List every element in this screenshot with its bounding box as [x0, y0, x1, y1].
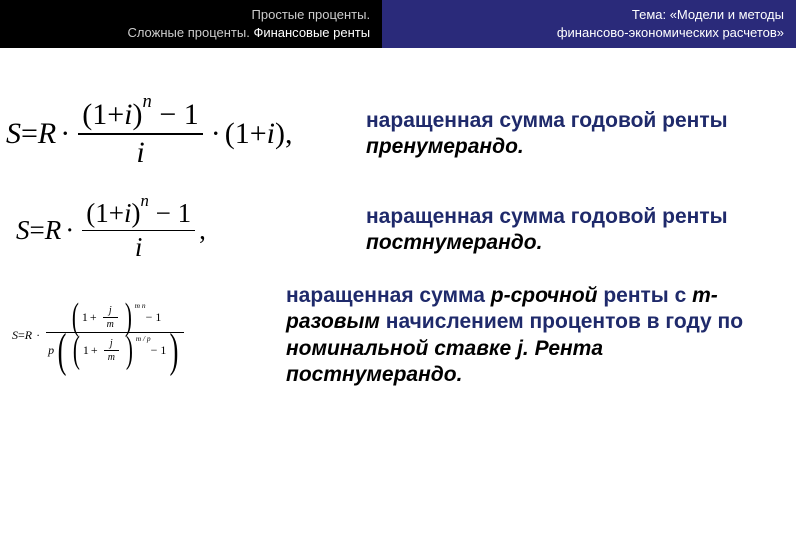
description-2: наращенная сумма годовой ренты постнумер… — [366, 204, 778, 257]
description-3: наращенная сумма p-срочной ренты с m-раз… — [286, 283, 778, 388]
formula-row-1: S = R · (1+i)n − 1 i · (1+i), наращенная… — [6, 98, 778, 170]
header-right-line1: Тема: «Модели и методы — [388, 6, 784, 24]
header-left-line2: Сложные проценты. Финансовые ренты — [6, 24, 370, 42]
formula-1: S = R · (1+i)n − 1 i · (1+i), — [6, 98, 366, 170]
formula-2: S = R · (1+i)n − 1 i , — [6, 198, 366, 264]
formula-3: S = R · ( 1 + j m — [6, 304, 286, 367]
header-right-line2: финансово-экономических расчетов» — [388, 24, 784, 42]
fraction: (1+i)n − 1 i — [78, 98, 202, 170]
slide-content: S = R · (1+i)n − 1 i · (1+i), наращенная… — [0, 48, 796, 426]
header-right: Тема: «Модели и методы финансово-экономи… — [382, 0, 796, 48]
description-1: наращенная сумма годовой ренты пренумера… — [366, 108, 778, 161]
header-left-line1: Простые проценты. — [6, 6, 370, 24]
fraction: (1+i)n − 1 i — [82, 198, 195, 264]
formula-row-2: S = R · (1+i)n − 1 i , наращенная сумма … — [6, 198, 778, 264]
formula-row-3: S = R · ( 1 + j m — [6, 283, 778, 388]
outer-fraction: ( 1 + j m ) m n − 1 — [46, 304, 184, 367]
header-left: Простые проценты. Сложные проценты. Фина… — [0, 0, 382, 48]
slide-header: Простые проценты. Сложные проценты. Фина… — [0, 0, 796, 48]
